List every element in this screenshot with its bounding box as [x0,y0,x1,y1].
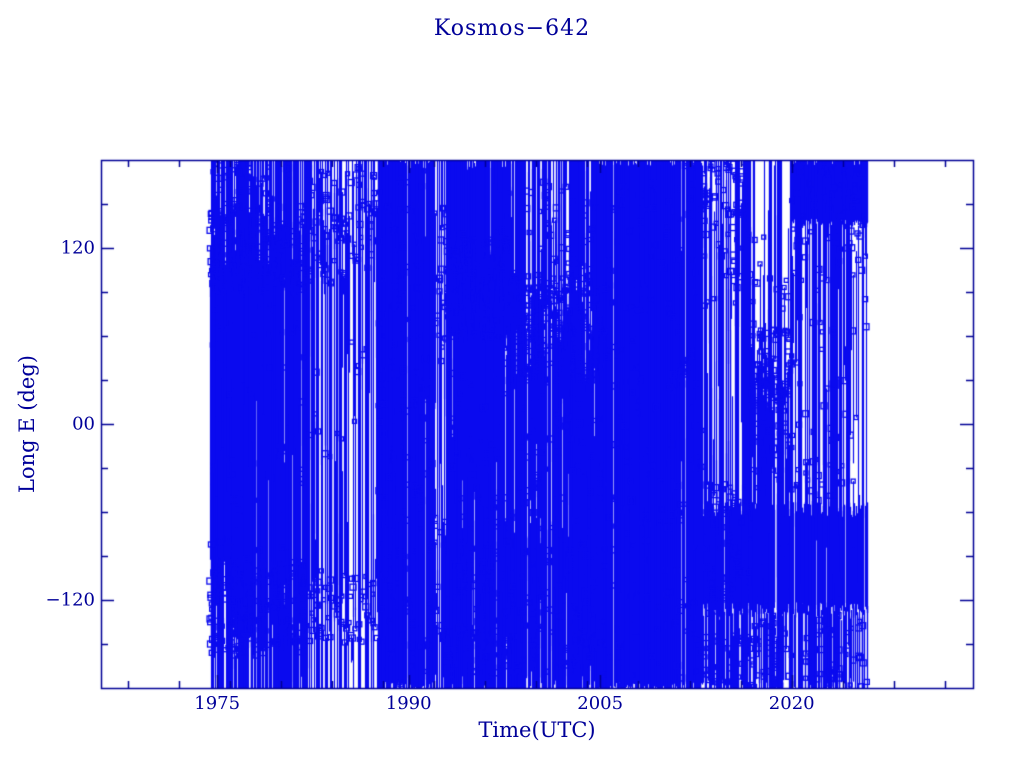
y-tick-label: 00 [72,413,95,435]
x-tick-label: 1975 [194,693,241,714]
x-axis-label: Time(UTC) [478,718,596,742]
y-tick-label: 120 [60,237,95,259]
x-tick-label: 1990 [385,693,432,714]
y-axis-label: Long E (deg) [15,355,39,493]
x-tick-label: 2020 [768,693,815,714]
x-tick-label: 2005 [577,693,624,714]
chart-title: Kosmos−642 [433,16,591,41]
y-tick-label: −120 [45,589,95,611]
